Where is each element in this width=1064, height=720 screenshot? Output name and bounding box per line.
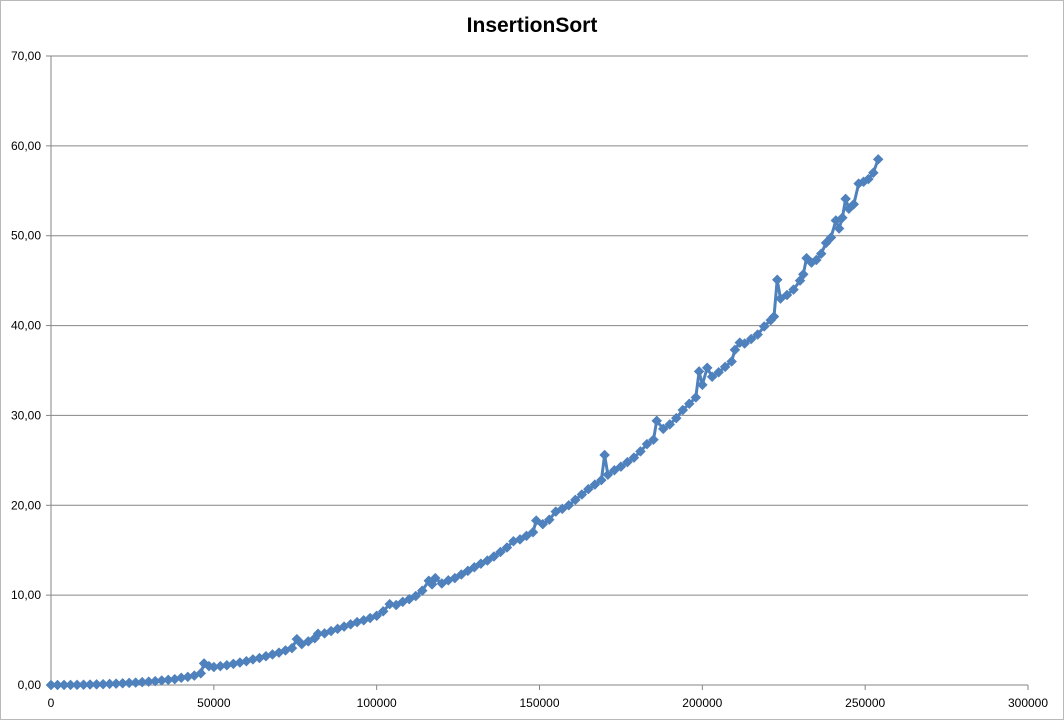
data-point-marker	[576, 489, 588, 500]
x-tick-label: 150000	[519, 696, 559, 710]
data-point-marker	[195, 667, 207, 679]
data-point-marker	[696, 379, 708, 391]
x-tick-label: 300000	[1008, 696, 1048, 710]
data-point-marker	[683, 398, 695, 410]
data-point-marker	[602, 469, 614, 481]
x-tick-label: 250000	[845, 696, 885, 710]
x-tick-label: 0	[48, 696, 55, 710]
data-point-marker	[837, 212, 848, 224]
data-point-marker	[872, 153, 884, 165]
data-point-marker	[641, 438, 653, 450]
data-point-marker	[670, 412, 682, 424]
data-point-marker	[833, 223, 845, 234]
data-point-marker	[563, 499, 575, 511]
data-point-marker	[745, 333, 757, 345]
data-point-marker	[840, 193, 851, 205]
data-point-marker	[651, 415, 663, 427]
data-point-marker	[657, 423, 669, 435]
data-point-marker	[429, 572, 441, 584]
data-point-marker	[768, 311, 780, 322]
data-point-marker	[788, 284, 799, 295]
data-point-marker	[377, 605, 389, 617]
data-point-marker	[286, 642, 298, 654]
series-line	[51, 158, 880, 687]
data-point-marker	[781, 289, 793, 301]
data-point-marker	[848, 198, 860, 210]
data-point-marker	[693, 366, 705, 377]
data-point-marker	[589, 479, 601, 490]
y-tick-label: 70,00	[11, 49, 41, 63]
data-point-marker	[537, 518, 549, 530]
data-point-marker	[648, 434, 659, 446]
y-tick-label: 30,00	[11, 408, 41, 422]
data-point-marker	[482, 555, 493, 566]
data-point-marker	[771, 274, 783, 286]
data-point-marker	[622, 456, 633, 468]
x-tick-label: 50000	[197, 696, 231, 710]
data-point-marker	[797, 268, 809, 280]
data-point-marker	[615, 461, 627, 473]
data-point-marker	[677, 404, 689, 416]
data-point-marker	[713, 366, 724, 378]
data-point-marker	[599, 449, 610, 461]
data-point-marker	[729, 344, 741, 356]
x-tick-label: 100000	[357, 696, 397, 710]
y-tick-label: 0,00	[18, 678, 42, 692]
data-point-marker	[690, 392, 702, 403]
data-point-marker	[501, 542, 513, 553]
data-point-marker	[582, 483, 594, 495]
y-tick-label: 40,00	[11, 319, 41, 333]
y-tick-label: 50,00	[11, 229, 41, 243]
x-tick-label: 200000	[682, 696, 722, 710]
data-point-marker	[543, 514, 555, 526]
data-point-marker	[664, 419, 676, 430]
data-point-marker	[596, 474, 607, 486]
y-tick-label: 20,00	[11, 498, 41, 512]
data-point-marker	[410, 590, 422, 602]
data-point-marker	[815, 248, 827, 260]
data-point-marker	[726, 356, 737, 367]
data-point-marker	[758, 321, 770, 332]
y-tick-label: 10,00	[11, 588, 41, 602]
data-point-marker	[495, 546, 506, 558]
data-point-marker	[527, 526, 539, 538]
data-point-marker	[810, 254, 822, 266]
data-point-marker	[863, 173, 874, 185]
data-point-marker	[752, 329, 764, 340]
data-point-marker	[739, 338, 751, 349]
data-point-marker	[825, 232, 837, 243]
data-point-marker	[371, 610, 383, 622]
data-point-marker	[488, 551, 500, 562]
chart-title: InsertionSort	[466, 14, 598, 37]
data-point-marker	[719, 361, 731, 373]
data-point-marker	[701, 362, 713, 374]
data-point-marker	[384, 598, 396, 610]
data-point-marker	[569, 494, 581, 506]
data-point-marker	[416, 585, 428, 597]
y-tick-label: 60,00	[11, 139, 41, 153]
data-point-marker	[628, 452, 640, 464]
data-point-marker	[706, 371, 718, 383]
data-point-marker	[635, 446, 646, 457]
data-point-marker	[867, 167, 879, 179]
